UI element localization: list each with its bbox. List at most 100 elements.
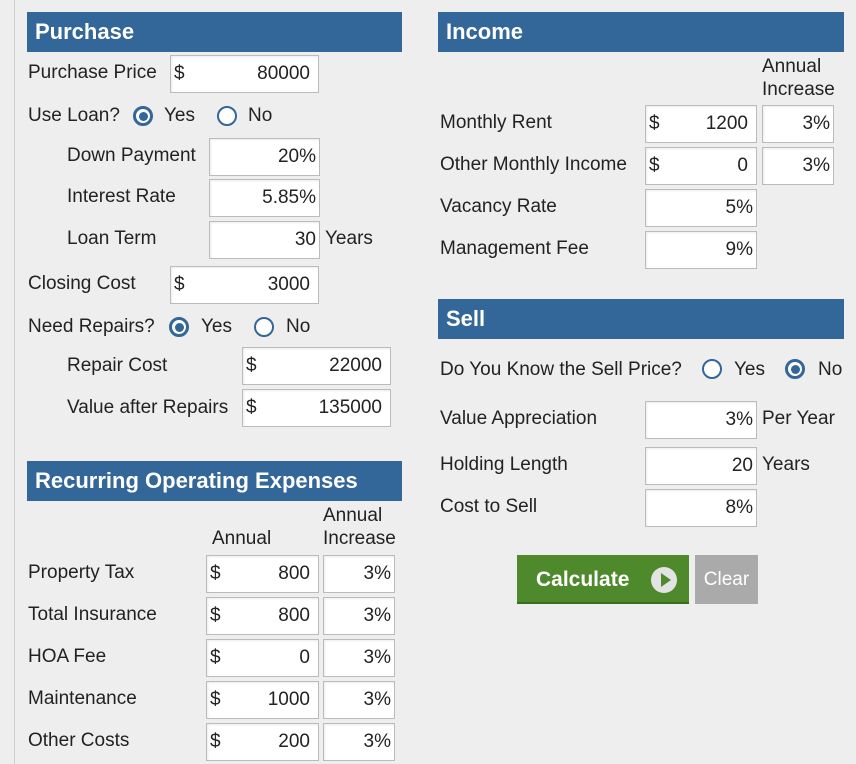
currency-symbol: $	[210, 647, 221, 668]
repair-cost-input[interactable]: $ 22000	[242, 347, 391, 385]
currency-symbol: $	[174, 274, 185, 295]
expense-annual-input[interactable]: $0	[206, 639, 319, 677]
know-sell-price-no-radio[interactable]	[785, 359, 805, 379]
income-col-increase-line1: Annual	[762, 56, 822, 77]
down-payment-label: Down Payment	[67, 145, 196, 166]
expense-increase-value: 3%	[363, 563, 391, 584]
know-sell-price-label: Do You Know the Sell Price?	[440, 359, 682, 380]
play-circle-icon	[651, 567, 677, 593]
expense-annual-value: 800	[278, 563, 310, 584]
closing-cost-input[interactable]: $ 3000	[170, 266, 319, 304]
holding-length-label: Holding Length	[440, 454, 568, 475]
expense-label: HOA Fee	[28, 646, 107, 667]
expense-increase-value: 3%	[363, 605, 391, 626]
use-loan-no-label: No	[248, 105, 273, 126]
expense-label: Maintenance	[28, 688, 137, 709]
monthly-rent-label: Monthly Rent	[440, 112, 552, 133]
cost-to-sell-input[interactable]: 8%	[645, 489, 757, 527]
expense-increase-input[interactable]: 3%	[323, 597, 395, 635]
value-appreciation-input[interactable]: 3%	[645, 401, 757, 439]
monthly-rent-increase-value: 3%	[802, 113, 830, 134]
expense-annual-value: 800	[278, 605, 310, 626]
know-sell-price-yes-label: Yes	[734, 359, 765, 380]
interest-rate-label: Interest Rate	[67, 186, 176, 207]
other-income-increase-input[interactable]: 3%	[762, 147, 834, 185]
interest-rate-input[interactable]: 5.85%	[209, 179, 320, 217]
expense-label: Other Costs	[28, 730, 130, 751]
calculate-button[interactable]: Calculate	[517, 555, 689, 604]
cost-to-sell-label: Cost to Sell	[440, 496, 538, 517]
value-after-repairs-label: Value after Repairs	[67, 397, 229, 418]
currency-symbol: $	[210, 563, 221, 584]
expenses-col-annual: Annual	[212, 528, 272, 549]
need-repairs-no-label: No	[286, 316, 311, 337]
loan-term-input[interactable]: 30	[209, 221, 320, 259]
closing-cost-label: Closing Cost	[28, 273, 136, 294]
expenses-col-increase-line1: Annual	[323, 505, 383, 526]
expense-label: Property Tax	[28, 562, 135, 583]
expense-annual-input[interactable]: $800	[206, 597, 319, 635]
management-fee-input[interactable]: 9%	[645, 231, 757, 269]
other-income-label: Other Monthly Income	[440, 154, 627, 175]
loan-term-unit: Years	[325, 228, 373, 249]
currency-symbol: $	[210, 605, 221, 626]
management-fee-value: 9%	[725, 239, 753, 260]
currency-symbol: $	[649, 113, 660, 134]
frame-border	[14, 0, 15, 764]
use-loan-yes-radio[interactable]	[133, 106, 153, 126]
expense-annual-value: 1000	[267, 689, 310, 710]
value-appreciation-unit: Per Year	[762, 408, 835, 429]
holding-length-input[interactable]: 20	[645, 447, 757, 485]
clear-button-label: Clear	[703, 569, 750, 590]
value-appreciation-value: 3%	[725, 409, 753, 430]
monthly-rent-value: 1200	[705, 113, 748, 134]
expense-annual-input[interactable]: $800	[206, 555, 319, 593]
monthly-rent-increase-input[interactable]: 3%	[762, 105, 834, 143]
vacancy-rate-value: 5%	[725, 197, 753, 218]
value-after-repairs-input[interactable]: $ 135000	[242, 389, 391, 427]
expense-increase-input[interactable]: 3%	[323, 555, 395, 593]
loan-term-label: Loan Term	[67, 228, 157, 249]
vacancy-rate-input[interactable]: 5%	[645, 189, 757, 227]
monthly-rent-input[interactable]: $ 1200	[645, 105, 757, 143]
need-repairs-yes-radio[interactable]	[169, 317, 189, 337]
sell-header: Sell	[438, 299, 844, 339]
value-after-repairs-value: 135000	[318, 397, 382, 418]
vacancy-rate-label: Vacancy Rate	[440, 196, 557, 217]
expense-annual-input[interactable]: $200	[206, 723, 319, 761]
use-loan-yes-label: Yes	[164, 105, 195, 126]
expense-increase-input[interactable]: 3%	[323, 681, 395, 719]
down-payment-input[interactable]: 20%	[209, 138, 320, 176]
know-sell-price-yes-radio[interactable]	[702, 359, 722, 379]
need-repairs-label: Need Repairs?	[28, 316, 155, 337]
expense-increase-input[interactable]: 3%	[323, 639, 395, 677]
use-loan-no-radio[interactable]	[217, 106, 237, 126]
purchase-price-label: Purchase Price	[28, 62, 157, 83]
purchase-header: Purchase	[27, 12, 402, 52]
repair-cost-value: 22000	[329, 355, 382, 376]
repair-cost-label: Repair Cost	[67, 355, 168, 376]
expense-label: Total Insurance	[28, 604, 157, 625]
other-income-increase-value: 3%	[802, 155, 830, 176]
income-header: Income	[438, 12, 844, 52]
expenses-header: Recurring Operating Expenses	[27, 461, 402, 501]
cost-to-sell-value: 8%	[725, 497, 753, 518]
interest-rate-value: 5.85%	[262, 187, 316, 208]
holding-length-value: 20	[731, 455, 753, 476]
purchase-price-input[interactable]: $ 80000	[170, 55, 319, 93]
purchase-price-value: 80000	[257, 63, 310, 84]
expense-increase-input[interactable]: 3%	[323, 723, 395, 761]
know-sell-price-no-label: No	[818, 359, 843, 380]
other-income-value: 0	[737, 155, 748, 176]
calculate-button-label: Calculate	[536, 568, 630, 591]
currency-symbol: $	[210, 689, 221, 710]
other-income-input[interactable]: $ 0	[645, 147, 757, 185]
currency-symbol: $	[246, 397, 257, 418]
use-loan-label: Use Loan?	[28, 105, 120, 126]
clear-button[interactable]: Clear	[695, 555, 758, 604]
loan-term-value: 30	[294, 229, 316, 250]
expense-annual-input[interactable]: $1000	[206, 681, 319, 719]
need-repairs-no-radio[interactable]	[254, 317, 274, 337]
currency-symbol: $	[649, 155, 660, 176]
expense-increase-value: 3%	[363, 731, 391, 752]
